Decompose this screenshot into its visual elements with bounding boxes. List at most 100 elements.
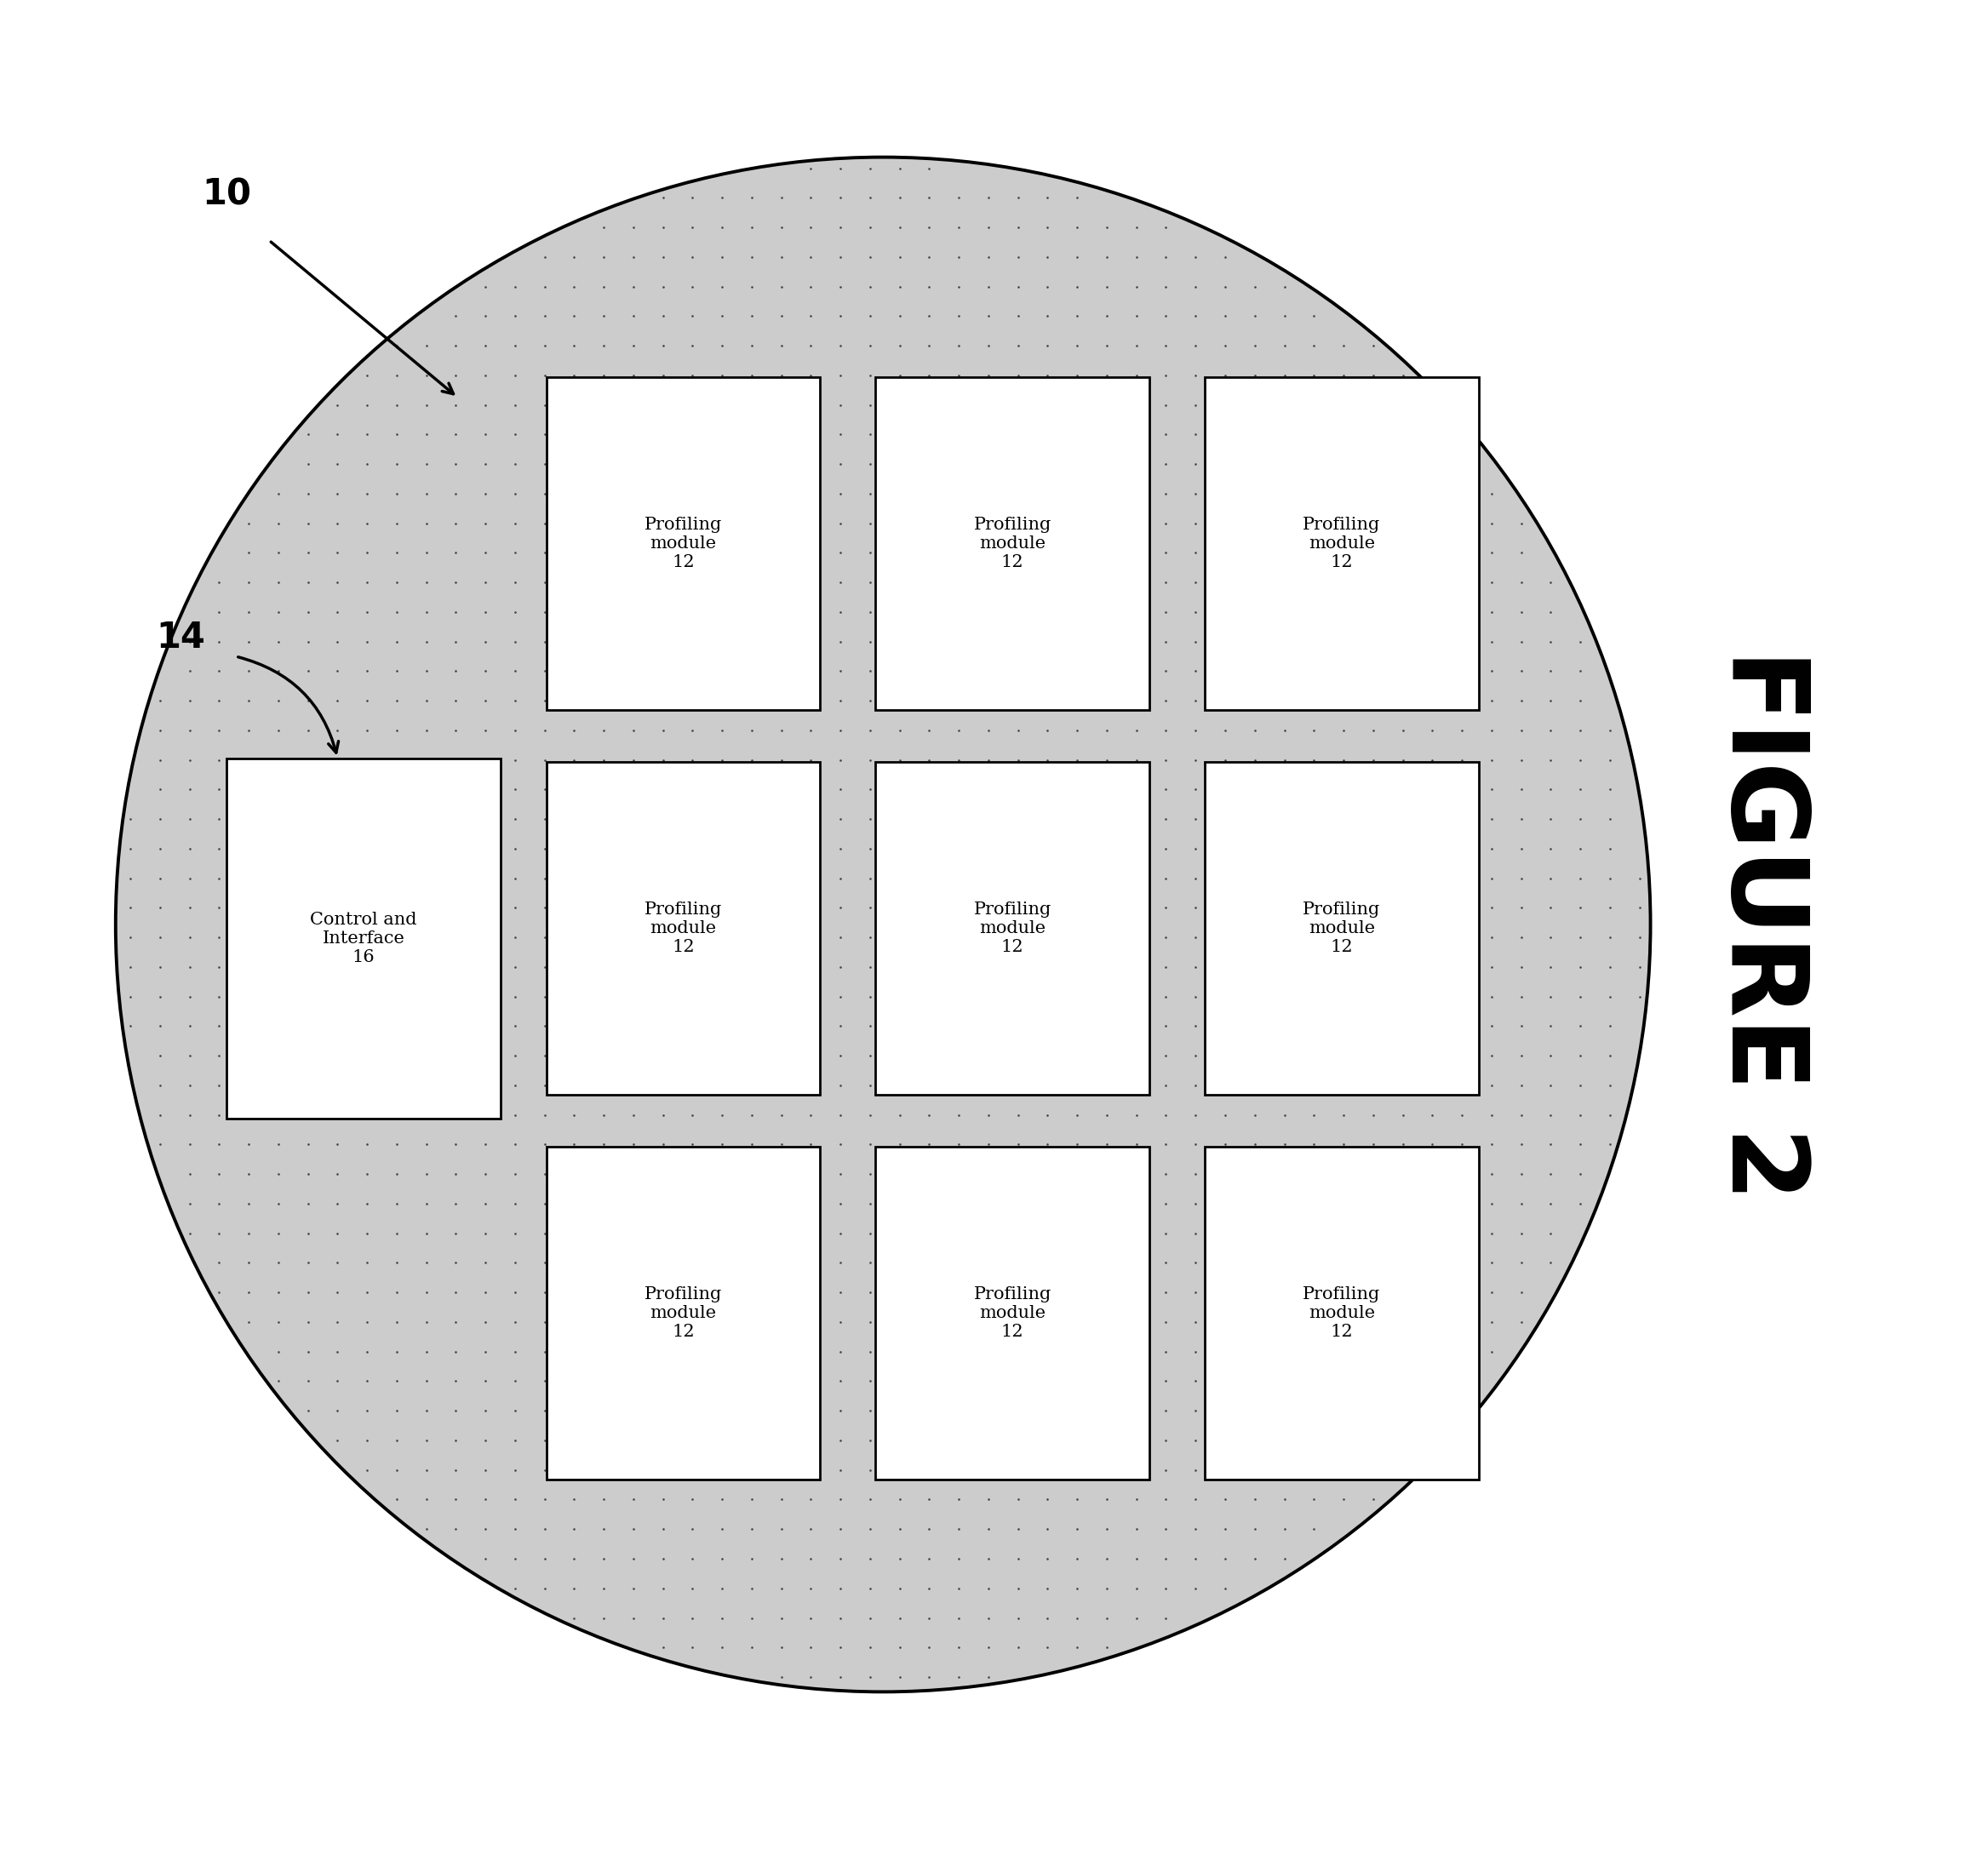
Point xyxy=(855,479,887,508)
Point xyxy=(706,272,738,301)
Point xyxy=(559,1278,590,1307)
Point xyxy=(736,1573,767,1603)
Point xyxy=(1179,686,1211,716)
Point xyxy=(1121,1218,1153,1248)
Point xyxy=(1358,331,1390,361)
Point xyxy=(912,804,944,834)
Point xyxy=(499,1130,531,1159)
Point xyxy=(618,1278,650,1307)
Point xyxy=(439,627,471,656)
Point xyxy=(1535,775,1567,804)
Point xyxy=(1091,390,1123,420)
Point xyxy=(676,1100,708,1130)
Point xyxy=(588,893,620,923)
Point xyxy=(942,390,974,420)
Point xyxy=(1239,1071,1270,1100)
Point xyxy=(173,1159,205,1189)
Point xyxy=(1535,686,1567,716)
Point xyxy=(1091,272,1123,301)
Point xyxy=(885,568,916,597)
Point xyxy=(942,1189,974,1218)
Point xyxy=(912,213,944,242)
Point xyxy=(825,627,857,656)
Point xyxy=(706,745,738,775)
Point xyxy=(942,1573,974,1603)
Point xyxy=(529,893,561,923)
Point xyxy=(322,1307,354,1337)
Point xyxy=(1179,1071,1211,1100)
Point xyxy=(912,183,944,213)
Point xyxy=(588,272,620,301)
Point xyxy=(765,1603,797,1633)
Point xyxy=(529,242,561,272)
Point xyxy=(1002,242,1034,272)
Point xyxy=(855,272,887,301)
Point xyxy=(469,1514,501,1544)
Point xyxy=(1209,508,1241,538)
Point xyxy=(1239,1248,1270,1278)
Point xyxy=(588,1514,620,1544)
Point xyxy=(262,775,294,804)
Point xyxy=(1505,716,1537,745)
Point xyxy=(262,656,294,686)
Point xyxy=(825,923,857,952)
Point xyxy=(1239,449,1270,479)
Point xyxy=(1505,538,1537,568)
Point xyxy=(1445,686,1477,716)
Point xyxy=(765,716,797,745)
Point xyxy=(1415,804,1447,834)
Point xyxy=(972,1573,1004,1603)
Point xyxy=(1091,982,1123,1011)
Point xyxy=(1328,1189,1360,1218)
Point xyxy=(1032,923,1064,952)
Point xyxy=(529,1071,561,1100)
Point xyxy=(1032,272,1064,301)
Point xyxy=(262,508,294,538)
Point xyxy=(1268,449,1300,479)
Point xyxy=(1358,1041,1390,1071)
Point xyxy=(410,863,441,893)
Point xyxy=(529,686,561,716)
Point xyxy=(676,804,708,834)
Point xyxy=(1032,1633,1064,1662)
Point xyxy=(1002,863,1034,893)
Point xyxy=(469,686,501,716)
Point xyxy=(559,361,590,390)
Point xyxy=(439,449,471,479)
Point xyxy=(382,597,414,627)
Text: Control and
Interface
16: Control and Interface 16 xyxy=(310,912,417,965)
Point xyxy=(942,923,974,952)
Point xyxy=(1298,597,1330,627)
Point xyxy=(1298,1041,1330,1071)
Point xyxy=(469,1426,501,1455)
Point xyxy=(1121,479,1153,508)
Point xyxy=(439,716,471,745)
Point xyxy=(439,597,471,627)
Point xyxy=(292,1248,324,1278)
Point xyxy=(825,1514,857,1544)
Point xyxy=(588,627,620,656)
Point xyxy=(233,1159,264,1189)
Point xyxy=(1062,1544,1093,1573)
Point xyxy=(885,1307,916,1337)
Point xyxy=(352,834,384,863)
Point xyxy=(855,1071,887,1100)
Point xyxy=(410,982,441,1011)
Point xyxy=(322,1011,354,1041)
Point xyxy=(1002,1130,1034,1159)
Point xyxy=(1209,804,1241,834)
Point xyxy=(1179,834,1211,863)
Point xyxy=(588,361,620,390)
Point xyxy=(1239,1100,1270,1130)
Point xyxy=(855,1011,887,1041)
Point xyxy=(559,1011,590,1041)
Point xyxy=(1032,1248,1064,1278)
Point xyxy=(1002,834,1034,863)
Point xyxy=(765,893,797,923)
Point xyxy=(706,1603,738,1633)
Point xyxy=(439,952,471,982)
Point xyxy=(529,923,561,952)
Point xyxy=(1032,1514,1064,1544)
Point xyxy=(795,775,827,804)
Point xyxy=(469,804,501,834)
